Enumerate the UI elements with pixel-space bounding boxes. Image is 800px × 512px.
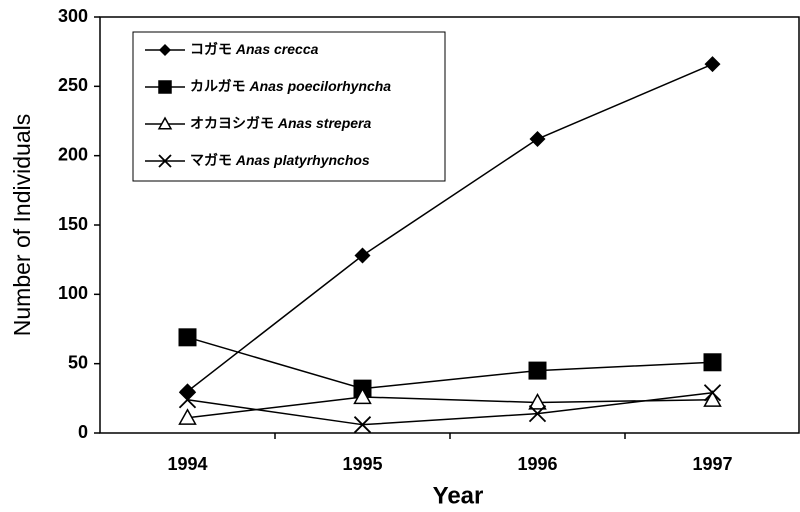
y-tick-label: 100 — [58, 283, 88, 303]
x-axis-label: Year — [433, 482, 484, 509]
marker — [703, 384, 722, 402]
x-tick-label: 1996 — [517, 454, 557, 474]
marker — [179, 383, 196, 400]
y-tick-label: 200 — [58, 144, 88, 164]
marker — [353, 416, 372, 434]
marker — [703, 390, 722, 407]
y-tick-label: 300 — [58, 6, 88, 26]
y-tick-label: 0 — [78, 422, 88, 442]
marker — [353, 387, 372, 405]
marker — [703, 353, 722, 372]
legend-label: オカヨシガモ Anas strepera — [190, 115, 371, 131]
marker — [158, 80, 172, 94]
series-line — [187, 392, 713, 426]
y-tick-label: 50 — [68, 352, 88, 372]
marker — [704, 56, 721, 73]
y-tick-label: 250 — [58, 75, 88, 95]
series-line — [187, 396, 713, 419]
marker — [178, 408, 197, 425]
series-line — [187, 336, 713, 390]
marker — [158, 154, 172, 168]
legend-box — [132, 31, 446, 182]
marker — [528, 404, 547, 423]
marker — [529, 131, 546, 148]
legend-label: コガモ Anas crecca — [190, 41, 319, 57]
legend-label: カルガモ Anas poecilorhyncha — [190, 78, 391, 94]
series-line — [187, 63, 713, 392]
x-tick-label: 1997 — [692, 454, 732, 474]
marker — [157, 116, 173, 130]
marker — [178, 328, 197, 347]
x-tick-label: 1995 — [342, 454, 382, 474]
marker — [159, 44, 171, 56]
marker — [528, 361, 547, 380]
legend-label: マガモ Anas platyrhynchos — [190, 152, 370, 168]
x-tick-label: 1994 — [167, 454, 207, 474]
y-axis-label: Number of Individuals — [9, 114, 35, 336]
marker — [354, 247, 371, 264]
y-tick-label: 150 — [58, 214, 88, 234]
marker — [528, 392, 547, 410]
marker — [178, 391, 197, 409]
